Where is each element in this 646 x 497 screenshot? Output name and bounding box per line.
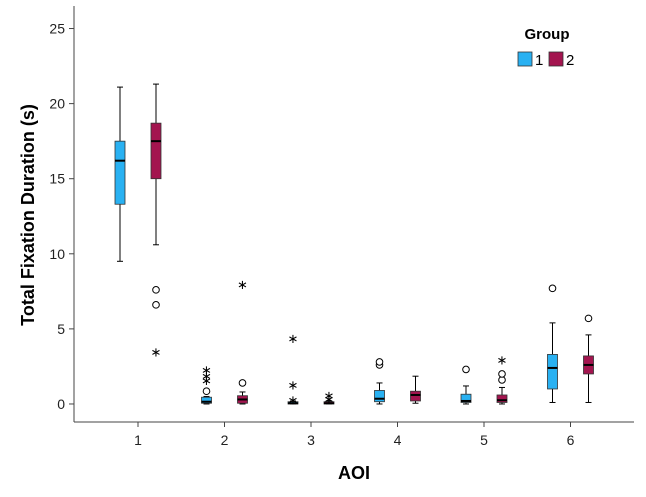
extreme-point: ∗: [497, 354, 508, 369]
box-iqr: [374, 390, 385, 403]
outlier-point: [375, 358, 384, 366]
box-iqr: [150, 122, 162, 180]
box-group-2-aoi-1: ∗: [150, 83, 162, 360]
extreme-point: ∗: [201, 369, 212, 384]
y-axis-title: Total Fixation Duration (s): [18, 104, 38, 326]
box-iqr: [410, 390, 421, 402]
legend-item-1: 1: [517, 51, 543, 69]
box-iqr: [460, 393, 472, 403]
extreme-point: ∗: [324, 393, 335, 408]
x-tick-label: 3: [307, 432, 315, 448]
x-axis-title: AOI: [338, 463, 370, 483]
extreme-point: ∗: [201, 374, 212, 389]
outlier-point: [152, 286, 160, 294]
y-tick-label: 15: [49, 171, 65, 187]
box-group-1-aoi-2: ∗∗∗: [201, 363, 212, 405]
y-tick-label: 25: [49, 21, 65, 37]
extreme-point: ∗: [288, 332, 299, 347]
extreme-point: ∗: [151, 345, 162, 360]
box-group-2-aoi-5: ∗: [496, 354, 508, 405]
extreme-point: ∗: [288, 378, 299, 393]
box-group-2-aoi-3: ∗∗: [324, 389, 335, 408]
legend-item-2: 2: [548, 51, 574, 69]
box-iqr: [201, 396, 212, 404]
extreme-point: ∗: [237, 278, 248, 293]
x-tick-label: 4: [394, 432, 402, 448]
outlier-point: [202, 387, 211, 396]
plot-frame: [73, 6, 634, 423]
legend-swatch: [548, 51, 564, 67]
outlier-point: [548, 284, 557, 293]
boxes: ∗∗∗∗∗∗∗∗∗∗∗: [114, 83, 594, 409]
extreme-point: ∗: [201, 363, 212, 378]
outlier-point: [498, 370, 506, 378]
box-iqr: [114, 140, 126, 205]
outlier-point: [584, 314, 593, 323]
legend-title: Group: [525, 26, 570, 43]
box-group-1-aoi-4: [374, 358, 385, 405]
box-group-1-aoi-6: [547, 284, 558, 403]
x-tick-label: 2: [221, 432, 229, 448]
legend-label: 1: [535, 52, 543, 69]
y-tick-label: 10: [49, 246, 65, 262]
y-tick-label: 0: [57, 396, 65, 412]
y-tick-label: 20: [49, 96, 65, 112]
extreme-point: ∗: [324, 389, 335, 404]
box-group-1-aoi-1: [114, 86, 126, 262]
x-axis-ticks: 1 2 3 4 5 6: [134, 422, 575, 448]
outlier-point: [152, 301, 160, 309]
y-axis-ticks: 0 5 10 15 20 25: [49, 21, 74, 412]
box-group-2-aoi-2: ∗: [237, 278, 248, 405]
outlier-point: [238, 379, 247, 387]
legend-swatch: [517, 51, 533, 67]
box-group-1-aoi-5: [460, 365, 472, 405]
y-tick-label: 5: [57, 321, 65, 337]
x-tick-label: 1: [134, 432, 142, 448]
box-iqr: [547, 354, 558, 390]
legend-label: 2: [566, 52, 574, 69]
box-group-2-aoi-6: [583, 314, 594, 403]
outlier-point: [462, 365, 470, 374]
extreme-point: ∗: [288, 393, 299, 408]
x-tick-label: 5: [480, 432, 488, 448]
box-iqr: [496, 394, 508, 403]
x-tick-label: 6: [567, 432, 575, 448]
box-group-2-aoi-4: [410, 375, 421, 404]
box-group-1-aoi-3: ∗∗∗: [288, 332, 299, 409]
